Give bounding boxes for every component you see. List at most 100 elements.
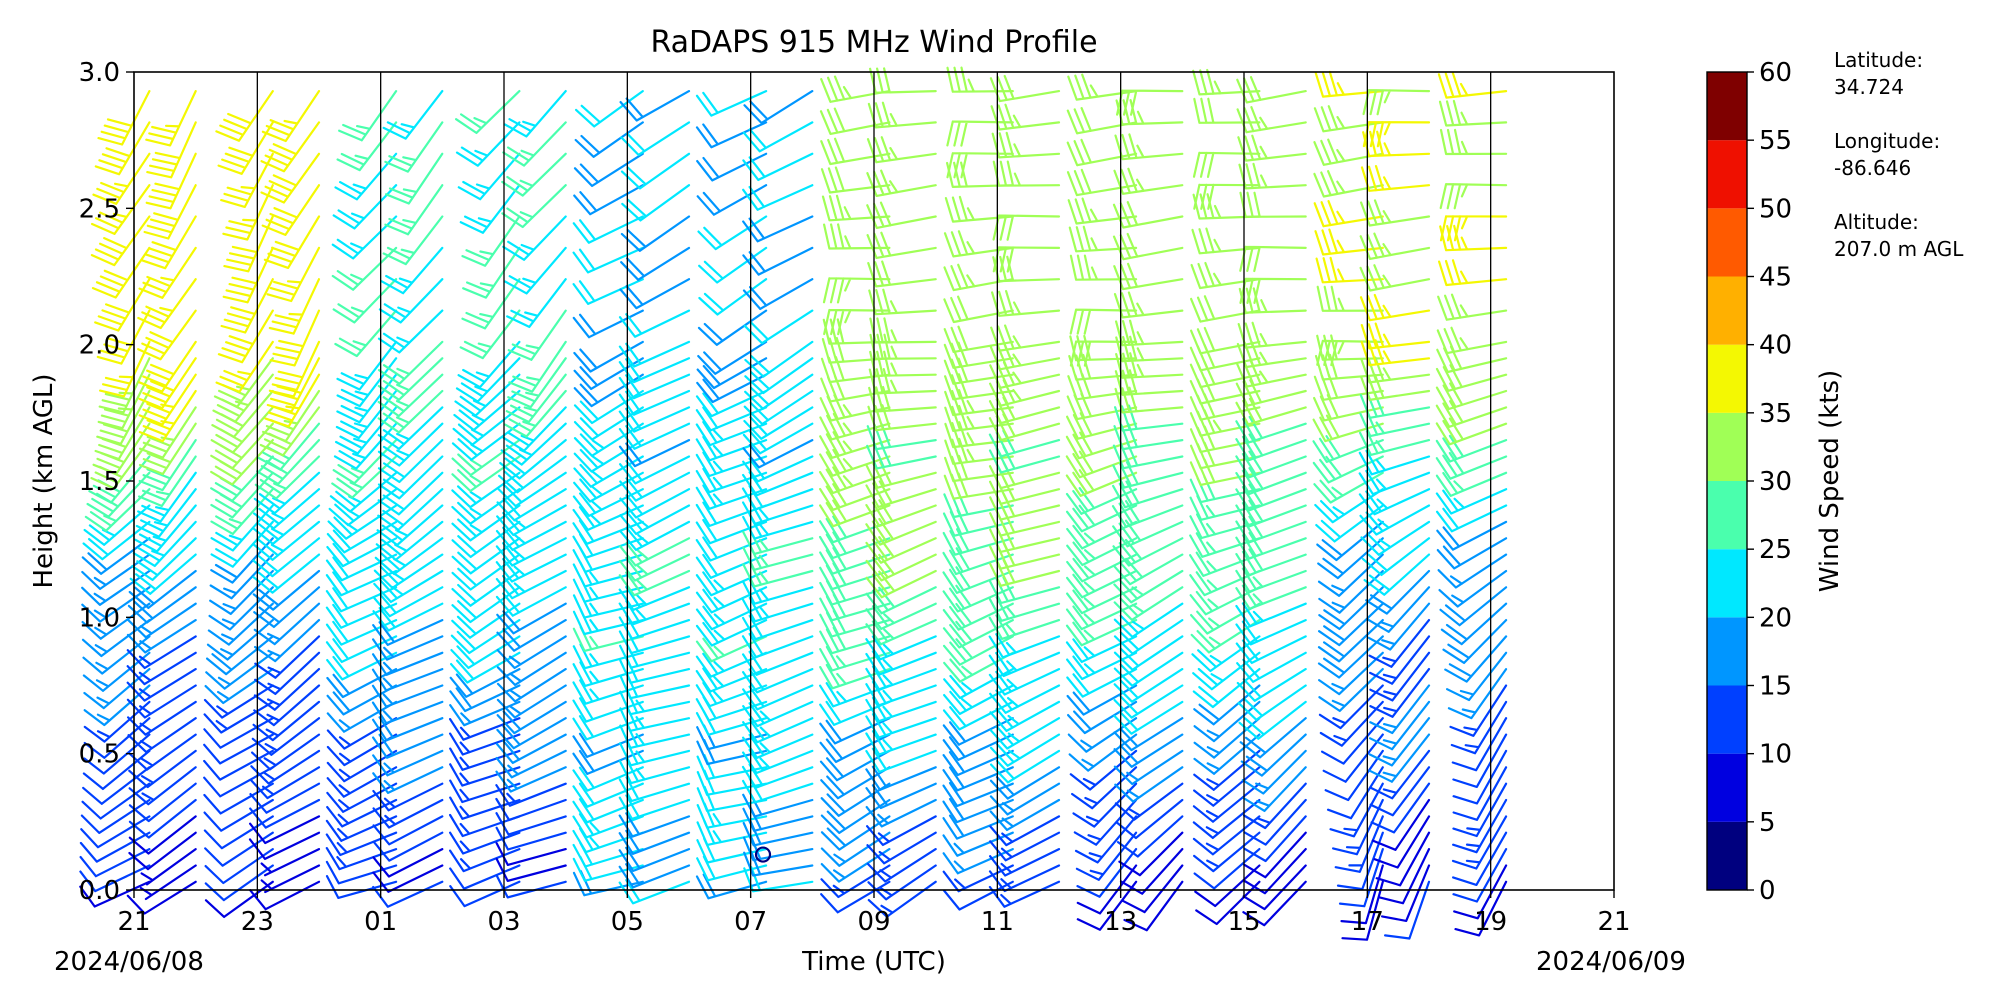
wind-barb (215, 90, 274, 142)
wind-barb (336, 121, 398, 172)
wind-barb (451, 553, 521, 591)
wind-barb (325, 635, 398, 663)
wind-barb (946, 120, 1014, 147)
wind-barb (619, 471, 691, 502)
wind-barb (989, 766, 1061, 800)
wind-barb (988, 614, 1061, 640)
wind-barb (1238, 287, 1307, 314)
wind-barb (1437, 293, 1508, 321)
wind-barb (1189, 360, 1261, 389)
wind-barb (819, 394, 891, 422)
wind-barb (988, 396, 1061, 425)
y-tick-label: 1.5 (79, 467, 120, 497)
wind-barb (820, 798, 891, 834)
wind-barb (1452, 749, 1508, 805)
wind-barb (1067, 197, 1138, 225)
wind-barb (254, 619, 321, 663)
wind-barb (991, 131, 1061, 159)
wind-barb (989, 342, 1061, 371)
wind-barb (819, 577, 891, 606)
wind-barb (741, 632, 814, 659)
wind-barb (220, 278, 274, 334)
wind-barb (1359, 293, 1431, 322)
wind-barb (220, 152, 274, 208)
wind-barb (336, 340, 398, 391)
x-axis-label: Time (UTC) (801, 947, 946, 977)
wind-barb (333, 422, 398, 470)
wind-barb (742, 544, 814, 571)
wind-barb (1439, 215, 1508, 242)
wind-barb (1313, 393, 1384, 422)
wind-barb (253, 602, 321, 646)
wind-barb (327, 504, 398, 540)
wind-barb (1241, 749, 1307, 795)
wind-barb (572, 278, 644, 305)
wind-barb (1065, 487, 1138, 515)
wind-barb (325, 619, 398, 646)
wind-barb (451, 504, 521, 542)
wind-barbs (79, 66, 1508, 941)
wind-barb (1066, 537, 1138, 567)
wind-barb (1314, 353, 1384, 381)
wind-barb (1362, 89, 1431, 116)
wind-barb (1313, 105, 1384, 133)
wind-barb (696, 819, 768, 846)
wind-barb (742, 422, 814, 455)
wind-barb (942, 619, 1014, 649)
wind-barb (1114, 386, 1184, 414)
wind-barb (868, 368, 937, 395)
wind-barb (1112, 480, 1184, 509)
wind-barb (495, 842, 567, 866)
wind-barb (572, 488, 644, 517)
wind-barb (742, 650, 814, 676)
wind-barb (1235, 415, 1307, 444)
wind-barb (820, 75, 891, 103)
wind-barb (508, 340, 567, 393)
wind-barb (943, 472, 1014, 500)
wind-barb (82, 749, 151, 790)
colorbar-segment (1707, 549, 1747, 618)
wind-barb (1114, 404, 1184, 432)
wind-barb (461, 278, 521, 330)
wind-barb (203, 700, 274, 734)
colorbar-tick-label: 45 (1759, 263, 1792, 293)
wind-barb (377, 488, 444, 531)
wind-barb (820, 137, 891, 166)
wind-barb (823, 308, 891, 336)
wind-barb (743, 406, 814, 440)
wind-barb (1449, 684, 1508, 737)
wind-barb (326, 651, 398, 681)
wind-barb (989, 361, 1061, 389)
wind-barb (252, 504, 321, 545)
wind-barb (127, 717, 197, 754)
wind-barb (260, 152, 321, 204)
wind-barb (495, 520, 567, 551)
wind-barb (989, 509, 1061, 537)
wind-barb (382, 215, 444, 266)
wind-barb (1113, 569, 1184, 604)
wind-barb (1113, 586, 1184, 621)
wind-barb (1069, 340, 1138, 367)
wind-barb (86, 471, 151, 518)
wind-barb (1439, 224, 1508, 252)
wind-barb (819, 547, 891, 575)
wind-barb (138, 455, 197, 508)
x-tick-label: 19 (1474, 907, 1507, 937)
wind-barb (620, 246, 691, 281)
y-tick-label: 0.0 (79, 876, 120, 906)
y-tick-label: 2.0 (79, 331, 120, 361)
x-tick-label: 01 (364, 907, 397, 937)
wind-barb (819, 412, 891, 441)
x-tick-label: 13 (1104, 907, 1137, 937)
wind-barb (572, 246, 644, 274)
wind-barb (213, 357, 274, 408)
longitude-label: Longitude: (1834, 129, 1940, 153)
wind-barb (496, 619, 567, 652)
wind-barb (334, 152, 398, 201)
wind-barb (866, 815, 937, 846)
wind-barb (79, 831, 151, 863)
wind-barb (1238, 700, 1307, 740)
wind-barb (268, 278, 321, 335)
wind-barb (326, 749, 398, 783)
wind-barb (507, 357, 567, 409)
